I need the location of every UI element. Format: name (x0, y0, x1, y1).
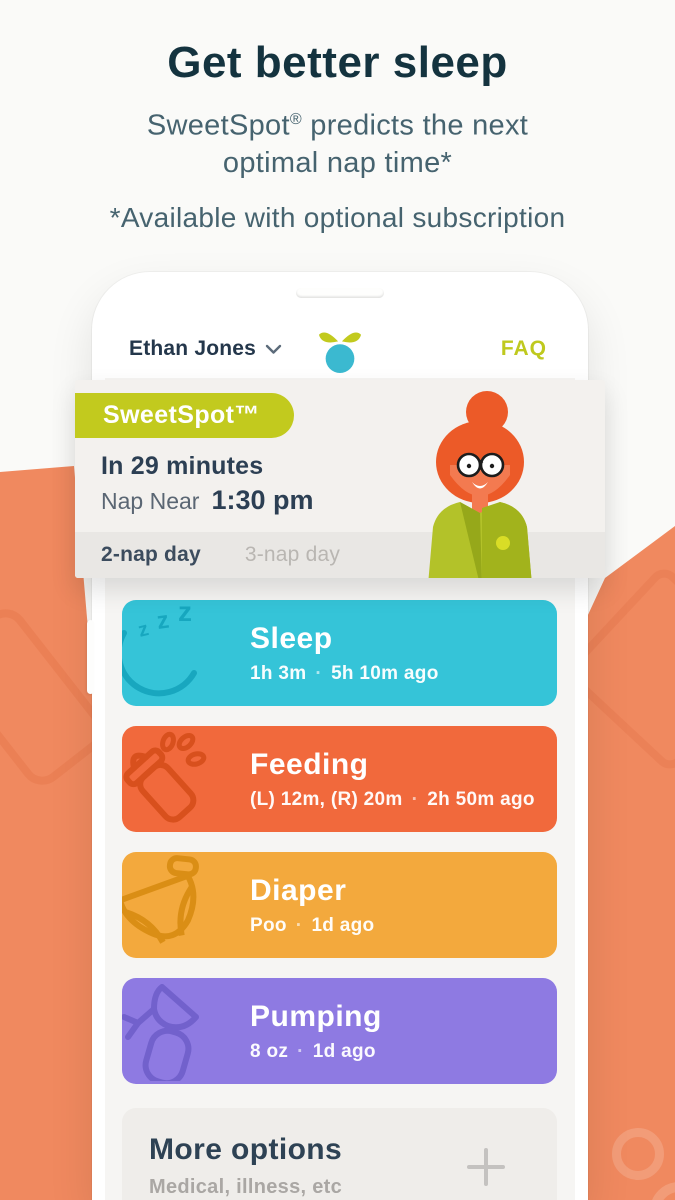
card-ago: 1d ago (311, 914, 375, 936)
sleep-card[interactable]: z z z Sleep 1h 3m · 5h 10m ago (122, 600, 557, 706)
card-detail: (L) 12m, (R) 20m (250, 788, 403, 810)
card-ago: 2h 50m ago (427, 788, 535, 810)
nap-near-label: Nap Near (101, 488, 200, 514)
moon-icon: z z z (122, 600, 218, 703)
more-options-title: More options (149, 1133, 343, 1166)
card-detail: Poo (250, 914, 287, 936)
dot-separator: · (295, 914, 303, 936)
tab-2-nap-day[interactable]: 2-nap day (101, 543, 201, 566)
brand-name: SweetSpot (146, 109, 290, 142)
subtitle-line2: optimal nap time* (222, 146, 453, 179)
bottle-icon (122, 729, 218, 829)
ghost-droplet-decoration (612, 1128, 664, 1180)
card-title: Feeding (250, 747, 369, 781)
app-header: Ethan Jones FAQ (105, 320, 575, 378)
chevron-down-icon (265, 344, 282, 354)
faq-link[interactable]: FAQ (500, 337, 547, 360)
dot-separator: · (411, 788, 419, 810)
profile-switcher[interactable]: Ethan Jones (129, 337, 282, 361)
subtitle-rest: predicts the next (301, 109, 529, 142)
nap-countdown: In 29 minutes (101, 452, 264, 480)
diaper-card[interactable]: Diaper Poo · 1d ago (122, 852, 557, 958)
pumping-card[interactable]: Pumping 8 oz · 1d ago (122, 978, 557, 1084)
speaker-slot (296, 288, 384, 298)
nap-time-value: 1:30 pm (211, 485, 314, 515)
card-detail: 1h 3m (250, 662, 307, 684)
volume-button (87, 620, 94, 694)
feeding-card[interactable]: Feeding (L) 12m, (R) 20m · 2h 50m ago (122, 726, 557, 832)
more-options-subtitle: Medical, illness, etc (149, 1176, 343, 1198)
svg-text:z: z (136, 618, 151, 642)
subscription-footnote: *Available with optional subscription (109, 202, 566, 233)
registered-mark: ® (289, 111, 302, 128)
svg-text:z: z (155, 607, 171, 635)
diaper-icon (122, 855, 218, 955)
sprout-icon (318, 332, 362, 373)
card-title: Diaper (250, 873, 347, 907)
card-ago: 5h 10m ago (331, 662, 439, 684)
plus-icon[interactable] (467, 1148, 505, 1186)
app-logo (318, 327, 362, 380)
card-detail: 8 oz (250, 1040, 289, 1062)
pump-icon (122, 981, 218, 1084)
card-ago: 1d ago (312, 1040, 376, 1062)
profile-name: Ethan Jones (129, 337, 257, 360)
activity-card-list: z z z Sleep 1h 3m · 5h 10m ago (122, 600, 557, 1200)
dot-separator: · (297, 1040, 304, 1062)
coral-shape-right (575, 526, 675, 1200)
sweetspot-badge: SweetSpot™ (75, 393, 294, 438)
more-options-card[interactable]: More options Medical, illness, etc (122, 1108, 557, 1200)
dot-separator: · (315, 662, 323, 684)
caregiver-avatar (390, 385, 605, 578)
svg-text:z: z (178, 603, 192, 627)
tab-3-nap-day[interactable]: 3-nap day (244, 543, 341, 566)
hero-subtitle: SweetSpot® predicts the next optimal nap … (0, 101, 675, 182)
card-title: Sleep (250, 621, 333, 655)
page-title: Get better sleep (167, 38, 508, 87)
card-title: Pumping (250, 999, 382, 1033)
sweetspot-card: SweetSpot™ In 29 minutes Nap Near 1:30 p… (75, 380, 605, 578)
